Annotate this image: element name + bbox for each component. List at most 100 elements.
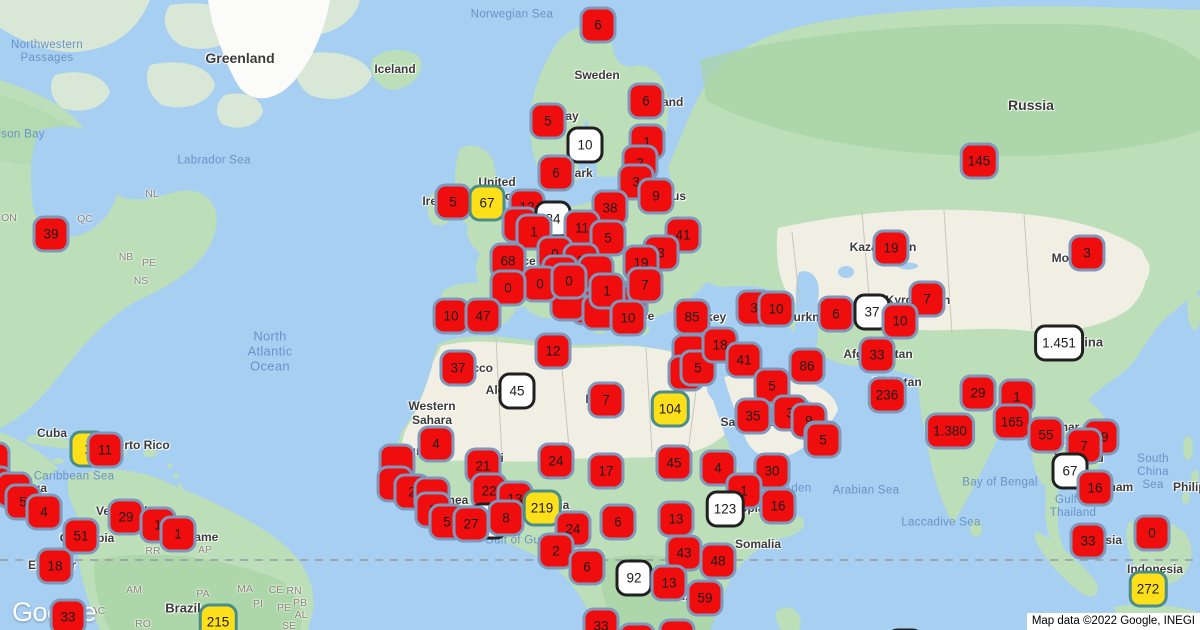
map-marker[interactable]: 13	[650, 564, 688, 602]
map-marker[interactable]: 12	[534, 332, 572, 370]
map-marker[interactable]: 47	[464, 297, 502, 335]
map-marker[interactable]: 219	[522, 489, 562, 527]
marker-count: 59	[697, 590, 713, 606]
marker-count: 3	[657, 245, 665, 261]
marker-count: 236	[875, 387, 899, 403]
map-marker[interactable]: 6	[599, 503, 637, 541]
map-marker[interactable]: 145	[959, 142, 999, 180]
marker-count: 41	[736, 352, 752, 368]
map-marker[interactable]: 45	[498, 372, 536, 410]
map-marker[interactable]: 104	[650, 390, 690, 428]
marker-count: 13	[661, 575, 677, 591]
marker-count: 22	[481, 483, 497, 499]
marker-count: 11	[97, 442, 112, 458]
map-marker[interactable]: 9	[637, 177, 675, 215]
map-marker[interactable]	[618, 622, 656, 630]
map-marker[interactable]: 13	[657, 500, 695, 538]
marker-count: 1	[154, 517, 162, 533]
map-marker[interactable]: 7	[908, 280, 946, 318]
map-marker[interactable]: 8	[487, 499, 525, 537]
map-marker[interactable]: 24	[537, 442, 575, 480]
marker-count: 1	[740, 483, 748, 499]
map-marker[interactable]: 19	[872, 229, 910, 267]
map-marker[interactable]: 5	[434, 183, 472, 221]
map-marker[interactable]: 10	[757, 290, 795, 328]
map-marker[interactable]: 1	[515, 213, 553, 251]
map-marker[interactable]: 5	[804, 421, 842, 459]
marker-count: 5	[768, 378, 776, 394]
caspian-sea	[794, 271, 819, 355]
map-marker[interactable]: 4	[417, 425, 455, 463]
map-marker[interactable]: 3	[1068, 234, 1106, 272]
map-marker[interactable]: 86	[788, 347, 826, 385]
marker-count: 5	[544, 113, 552, 129]
map-marker[interactable]: 27	[452, 505, 490, 543]
map-marker[interactable]: 10	[881, 302, 919, 340]
marker-count: 19	[633, 255, 649, 271]
marker-count: 5	[604, 230, 612, 246]
marker-count: 41	[675, 227, 691, 243]
map-marker[interactable]: 7	[587, 381, 625, 419]
map-marker[interactable]: 1	[588, 272, 626, 310]
map-marker[interactable]: 33	[858, 336, 896, 374]
map-marker[interactable]: 6	[579, 6, 617, 44]
map-marker[interactable]: 6	[537, 154, 575, 192]
map-marker[interactable]: 48	[699, 542, 737, 580]
map-marker[interactable]: 35	[734, 397, 772, 435]
map-marker[interactable]: 92	[615, 559, 653, 597]
map-marker[interactable]: 0	[1133, 514, 1171, 552]
map-marker[interactable]: 1.451	[1034, 324, 1084, 362]
marker-count: 55	[1038, 427, 1054, 443]
map-marker[interactable]: 10	[609, 299, 647, 337]
map-marker[interactable]: 55	[1027, 416, 1065, 454]
map-marker[interactable]: 18	[36, 547, 74, 585]
map-marker[interactable]: 6	[568, 548, 606, 586]
marker-count: 3	[632, 174, 640, 190]
map-marker[interactable]: 29	[959, 374, 997, 412]
map-marker[interactable]: 5	[529, 102, 567, 140]
map-marker[interactable]: 1	[159, 515, 197, 553]
map-marker[interactable]: 17	[587, 452, 625, 490]
map-marker[interactable]: 6	[627, 82, 665, 120]
map-marker[interactable]: 39	[32, 215, 70, 253]
map-marker[interactable]: 165	[992, 403, 1032, 441]
marker-count: 272	[1136, 581, 1160, 597]
map-marker[interactable]: 10	[566, 126, 604, 164]
map-attribution: Map data ©2022 Google, INEGI	[1026, 613, 1200, 630]
marker-count: 12	[545, 343, 561, 359]
map-marker[interactable]: 272	[1128, 570, 1168, 608]
map-marker[interactable]	[658, 618, 696, 630]
marker-count: 6	[552, 165, 560, 181]
map-marker[interactable]: 33	[1069, 522, 1107, 560]
marker-count: 9	[652, 188, 660, 204]
map-marker[interactable]: 29	[107, 498, 145, 536]
marker-count: 17	[598, 463, 614, 479]
marker-count: 0	[1148, 525, 1156, 541]
map-marker[interactable]: 59	[686, 579, 724, 617]
map-marker[interactable]: 0	[550, 262, 588, 300]
marker-count: 67	[1062, 463, 1078, 479]
map-marker[interactable]: 33	[582, 607, 620, 630]
map-marker[interactable]: 51	[62, 517, 100, 555]
map-marker[interactable]: 16	[759, 487, 797, 525]
map-marker[interactable]: 37	[439, 349, 477, 387]
map-marker[interactable]: 33	[49, 598, 87, 630]
map-marker[interactable]: 123	[705, 490, 745, 528]
map-marker[interactable]: 4	[25, 493, 63, 531]
map-marker[interactable]: 45	[655, 444, 693, 482]
map-marker[interactable]: 6	[817, 295, 855, 333]
map-marker[interactable]: 11	[86, 431, 124, 469]
madagascar	[775, 607, 801, 630]
marker-count: 48	[710, 553, 726, 569]
map-marker[interactable]: 236	[867, 376, 907, 414]
marker-count: 45	[509, 383, 525, 399]
map-marker[interactable]: 10	[432, 297, 470, 335]
map-marker[interactable]: 67	[468, 184, 506, 222]
map-marker[interactable]: 38	[591, 189, 629, 227]
map-marker[interactable]: 1.380	[925, 412, 975, 450]
map-marker[interactable]: 215	[198, 603, 238, 630]
map-marker[interactable]: 7	[626, 266, 664, 304]
map-marker[interactable]: 16	[1076, 469, 1114, 507]
